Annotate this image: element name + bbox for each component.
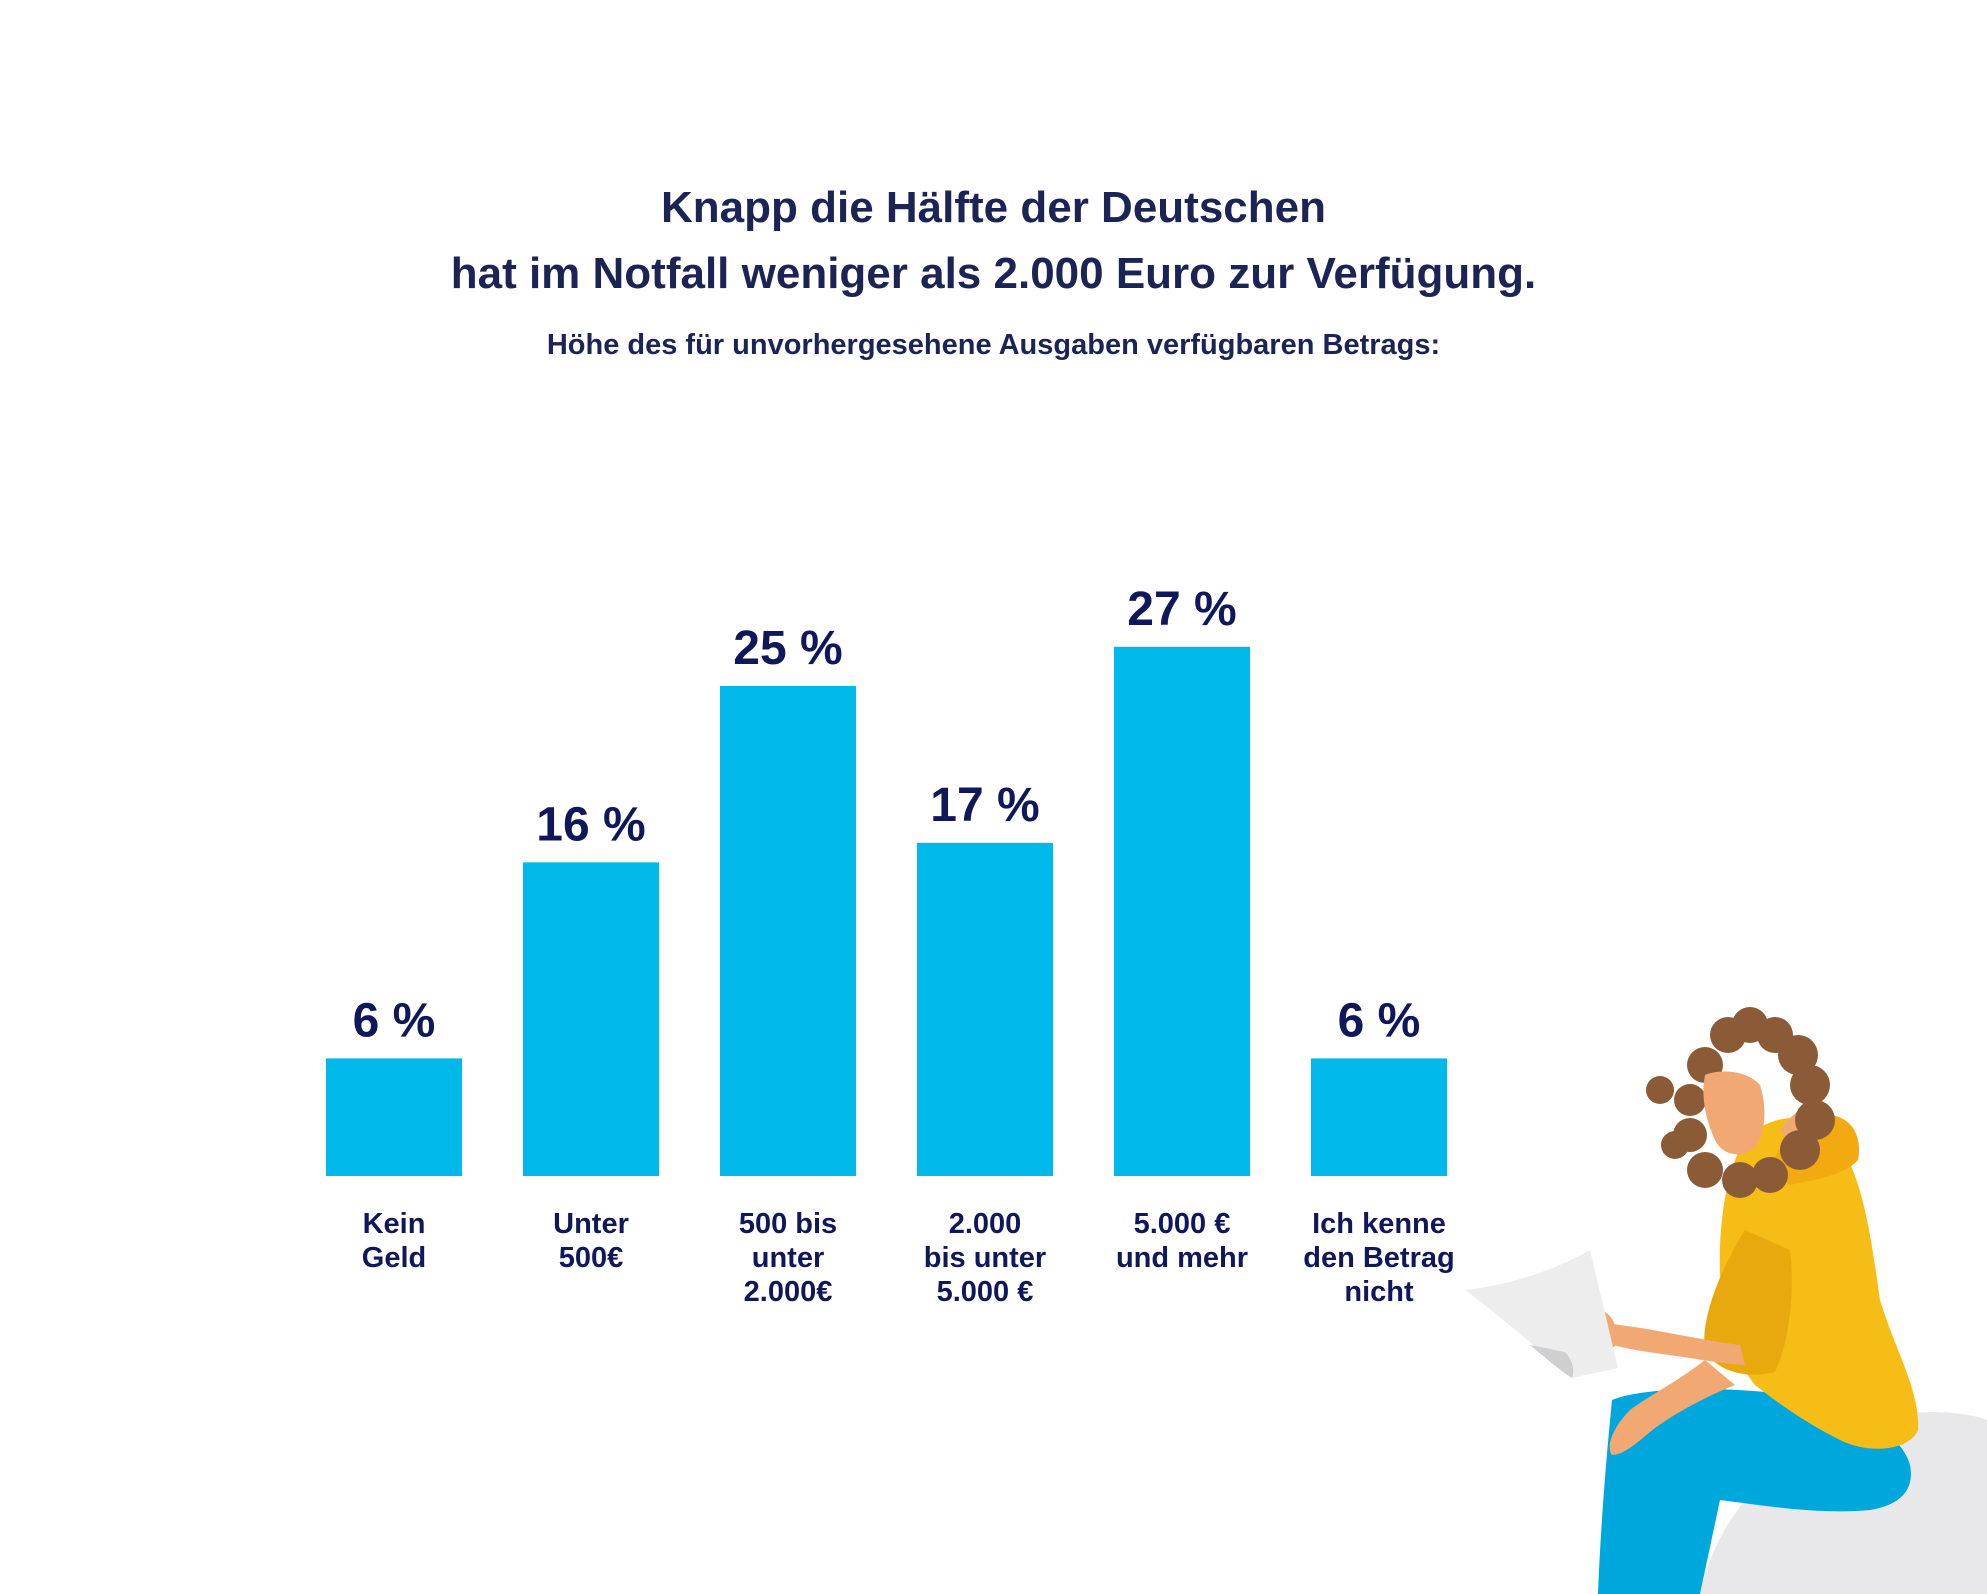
category-label-line: unter <box>752 1242 825 1274</box>
chart-title-line-1: Knapp die Hälfte der Deutschen <box>660 183 1326 232</box>
category-label-6: Ich kenne den Betrag nicht <box>1303 1208 1454 1308</box>
category-label-line: den Betrag <box>1303 1242 1454 1274</box>
value-label-group: 6 % 16 % 25 % 17 % 27 % 6 % <box>353 583 1421 1048</box>
category-label-line: 5.000 € <box>937 1276 1034 1308</box>
chart-title-line-2: hat im Notfall weniger als 2.000 Euro zu… <box>450 249 1537 298</box>
chart-subtitle: Höhe des für unvorhergesehene Ausgaben v… <box>546 329 1441 361</box>
category-label-line: Kein <box>363 1208 426 1240</box>
category-label-line: bis unter <box>924 1242 1046 1274</box>
bar-group <box>326 646 1447 1176</box>
category-label-3: 500 bis unter 2.000€ <box>739 1208 837 1308</box>
upper-arm-shape <box>1596 1324 1745 1365</box>
category-label-line: 2.000 <box>949 1208 1022 1240</box>
hair-shape <box>1646 1007 1835 1198</box>
category-label-line: 500 bis <box>739 1208 837 1240</box>
value-label-1: 6 % <box>353 994 436 1047</box>
bar-4 <box>917 842 1053 1176</box>
lower-arm-shape <box>1609 1360 1735 1455</box>
category-label-line: 5.000 € <box>1134 1208 1231 1240</box>
sleeve-shape <box>1704 1230 1792 1375</box>
category-label-line: und mehr <box>1116 1242 1248 1274</box>
value-label-6: 6 % <box>1338 994 1421 1047</box>
chart-title: Knapp die Hälfte der Deutschen hat im No… <box>0 175 1987 307</box>
category-label-line: Unter <box>553 1208 629 1240</box>
bar-5 <box>1114 646 1250 1176</box>
value-label-2: 16 % <box>536 798 645 851</box>
paper-fold-shape <box>1530 1345 1574 1378</box>
value-label-5: 27 % <box>1127 583 1236 636</box>
category-label-line: nicht <box>1344 1276 1414 1308</box>
category-label-1: Kein Geld <box>362 1208 426 1274</box>
paper-shape <box>1465 1250 1618 1378</box>
category-label-line: 500€ <box>559 1242 624 1274</box>
category-label-4: 2.000 bis unter 5.000 € <box>924 1208 1046 1308</box>
category-label-line: Ich kenne <box>1312 1208 1446 1240</box>
legs-shape <box>1598 1388 1911 1594</box>
bar-6 <box>1311 1058 1447 1176</box>
face-shape <box>1703 1071 1765 1155</box>
bar-3 <box>720 686 856 1176</box>
category-label-5: 5.000 € und mehr <box>1116 1208 1248 1274</box>
bar-2 <box>523 862 659 1176</box>
category-label-line: 2.000€ <box>744 1276 833 1308</box>
category-label-2: Unter 500€ <box>553 1208 629 1274</box>
value-label-3: 25 % <box>733 622 842 675</box>
value-label-4: 17 % <box>930 779 1039 832</box>
category-label-line: Geld <box>362 1242 426 1274</box>
bar-1 <box>326 1058 462 1176</box>
